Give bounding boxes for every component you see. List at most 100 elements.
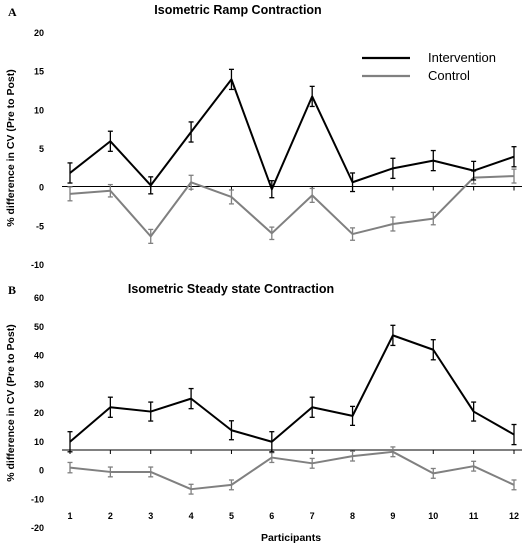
error-bar-control	[350, 450, 356, 462]
y-tick-label: 50	[34, 322, 44, 332]
error-bar-control	[309, 457, 315, 469]
x-tick-label: 5	[229, 511, 234, 521]
y-tick-label: 10	[34, 105, 44, 115]
error-bar-intervention	[350, 405, 356, 427]
panel-b-title: Isometric Steady state Contraction	[128, 282, 334, 296]
error-bar-intervention	[228, 420, 234, 441]
error-bar-intervention	[511, 423, 517, 446]
error-bar-intervention	[511, 146, 517, 168]
panel-a: A Isometric Ramp Contraction % differenc…	[5, 3, 522, 270]
error-bar-control	[188, 174, 194, 190]
error-bar-control	[107, 466, 113, 478]
error-bar-control	[390, 216, 396, 232]
panel-b-x-axis: 1 2 3 4 5 6 7 8 9 10 11 12	[62, 449, 522, 521]
error-bar-intervention	[269, 431, 275, 453]
error-bar-control	[269, 452, 275, 464]
panel-a-series-control	[67, 168, 517, 244]
legend-label-control: Control	[428, 68, 470, 83]
error-bar-intervention	[430, 149, 436, 172]
panel-a-series-intervention	[67, 68, 517, 199]
error-bar-intervention	[148, 401, 154, 422]
x-tick-label: 2	[108, 511, 113, 521]
error-bar-control	[511, 479, 517, 491]
y-tick-label: 5	[39, 144, 44, 154]
error-bar-control	[148, 228, 154, 244]
y-tick-label: 0	[39, 466, 44, 476]
x-tick-label: 8	[350, 511, 355, 521]
error-bar-control	[67, 461, 73, 474]
error-bar-control	[471, 460, 477, 472]
y-tick-label: 10	[34, 437, 44, 447]
error-bar-control	[188, 483, 194, 495]
error-bar-control	[107, 183, 113, 198]
error-bar-intervention	[350, 172, 356, 193]
panel-a-y-ticks: -10 -5 0 5 10 15 20	[31, 28, 44, 270]
y-tick-label: -20	[31, 523, 44, 533]
x-tick-label: 7	[310, 511, 315, 521]
x-axis-label: Participants	[261, 532, 321, 544]
panel-b: B Isometric Steady state Contraction % d…	[5, 282, 522, 544]
error-bar-control	[67, 186, 73, 202]
panel-a-label: A	[8, 5, 17, 19]
x-tick-label: 12	[509, 511, 519, 521]
error-bar-intervention	[67, 162, 73, 184]
y-tick-label: -5	[36, 221, 44, 231]
y-tick-label: -10	[31, 260, 44, 270]
x-tick-label: 9	[390, 511, 395, 521]
series-line-intervention	[69, 78, 515, 191]
error-bar-control	[228, 479, 234, 491]
y-tick-label: 40	[34, 351, 44, 361]
x-tick-label: 3	[148, 511, 153, 521]
panel-b-y-ticks: -20 -10 0 10 20 30 40 50 60	[31, 293, 44, 533]
panel-b-y-axis-label: % difference in CV (Pre to Post)	[5, 324, 17, 482]
error-bar-intervention	[471, 160, 477, 181]
error-bar-intervention	[471, 401, 477, 422]
error-bar-intervention	[309, 85, 315, 108]
y-tick-label: 20	[34, 28, 44, 38]
series-line-control	[69, 175, 515, 238]
error-bar-intervention	[309, 396, 315, 418]
error-bar-intervention	[390, 324, 396, 347]
error-bar-intervention	[148, 176, 154, 195]
error-bar-intervention	[107, 130, 113, 152]
x-tick-label: 11	[469, 511, 479, 521]
error-bar-control	[430, 211, 436, 226]
panel-a-title: Isometric Ramp Contraction	[154, 3, 321, 17]
legend-label-intervention: Intervention	[428, 50, 496, 65]
series-line-intervention	[69, 334, 515, 443]
error-bar-control	[430, 467, 436, 479]
legend: Intervention Control	[362, 50, 496, 83]
y-tick-label: 0	[39, 183, 44, 193]
error-bar-control	[390, 446, 396, 458]
error-bar-intervention	[188, 121, 194, 143]
x-tick-label: 10	[428, 511, 438, 521]
error-bar-intervention	[107, 396, 113, 418]
panel-a-y-axis-label: % difference in CV (Pre to Post)	[5, 69, 17, 227]
error-bar-control	[511, 168, 517, 184]
error-bar-control	[228, 189, 234, 205]
x-tick-label: 1	[67, 511, 72, 521]
y-tick-label: -10	[31, 494, 44, 504]
panel-a-x-axis	[62, 186, 522, 191]
y-tick-label: 15	[34, 67, 44, 77]
error-bar-intervention	[228, 68, 234, 91]
error-bar-intervention	[269, 180, 275, 199]
y-tick-label: 20	[34, 408, 44, 418]
error-bar-intervention	[188, 387, 194, 410]
error-bar-control	[269, 226, 275, 241]
error-bar-control	[148, 466, 154, 478]
error-bar-control	[309, 187, 315, 204]
panel-b-series-control	[67, 446, 517, 495]
x-tick-label: 6	[269, 511, 274, 521]
y-tick-label: 30	[34, 379, 44, 389]
error-bar-intervention	[67, 431, 73, 453]
series-line-control	[69, 450, 515, 491]
error-bar-control	[350, 227, 356, 241]
panel-b-series-intervention	[67, 324, 517, 453]
panel-b-label: B	[8, 283, 16, 297]
error-bar-intervention	[390, 157, 396, 180]
error-bar-intervention	[430, 339, 436, 361]
x-tick-label: 4	[189, 511, 194, 521]
y-tick-label: 60	[34, 293, 44, 303]
